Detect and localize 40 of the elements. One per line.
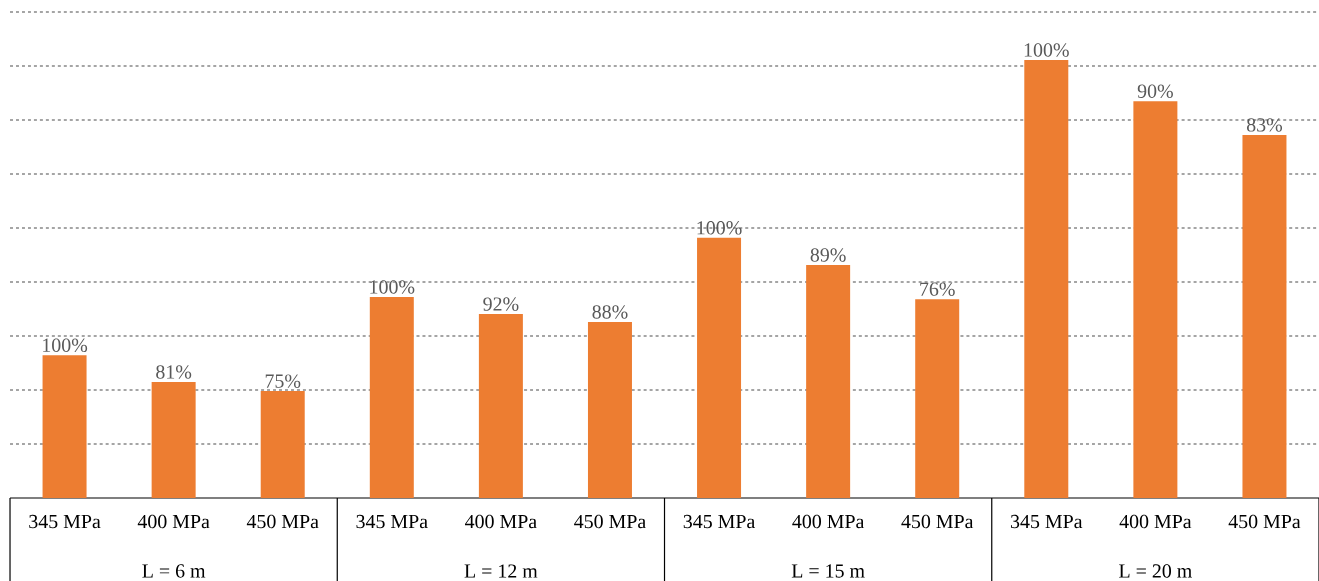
bar	[260, 391, 305, 498]
x-tick-label: 345 MPa	[1010, 514, 1083, 529]
bar	[806, 264, 851, 498]
x-tick-label: 400 MPa	[1119, 514, 1192, 529]
x-tick-label: 400 MPa	[792, 514, 865, 529]
text: L = 20 m	[1119, 564, 1192, 578]
x-tick-label: 450 MPa	[901, 514, 974, 529]
text: L = 6 m	[142, 564, 206, 578]
x-tick-label: 450 MPa	[246, 514, 319, 529]
text: L = 15 m	[791, 564, 865, 578]
bar	[151, 381, 196, 498]
annotation: 81%	[156, 365, 192, 379]
annotation: 83%	[1246, 118, 1283, 132]
bar	[1133, 101, 1178, 498]
text: 100%	[1024, 43, 1069, 57]
annotation: 75%	[265, 374, 301, 388]
annotation: 100%	[697, 221, 742, 235]
annotation: 88%	[592, 305, 628, 319]
bar	[42, 355, 87, 498]
x-tick-label: 400 MPa	[137, 514, 210, 529]
x-tick-label: 400 MPa	[465, 514, 537, 529]
bar	[369, 296, 414, 498]
annotation: 90%	[1137, 84, 1173, 98]
x-tick-label: 345 MPa	[683, 514, 756, 529]
annotation: 89%	[810, 248, 846, 262]
x-tick-label: 345 MPa	[356, 514, 428, 529]
bar	[1242, 134, 1287, 498]
annotation: 100%	[370, 280, 415, 294]
annotation: 92%	[483, 297, 519, 311]
bar	[915, 299, 960, 498]
x-tick-label: 450 MPa	[1228, 514, 1301, 529]
text: L = 12 m	[464, 564, 538, 578]
bar	[1024, 59, 1069, 498]
x-tick-label: 345 MPa	[29, 514, 101, 529]
x-tick-label: 450 MPa	[574, 514, 646, 529]
annotation: 76%	[920, 282, 955, 296]
annotation: 100%	[43, 338, 88, 352]
bar	[587, 321, 632, 498]
bar	[697, 237, 742, 498]
bar	[478, 314, 523, 498]
